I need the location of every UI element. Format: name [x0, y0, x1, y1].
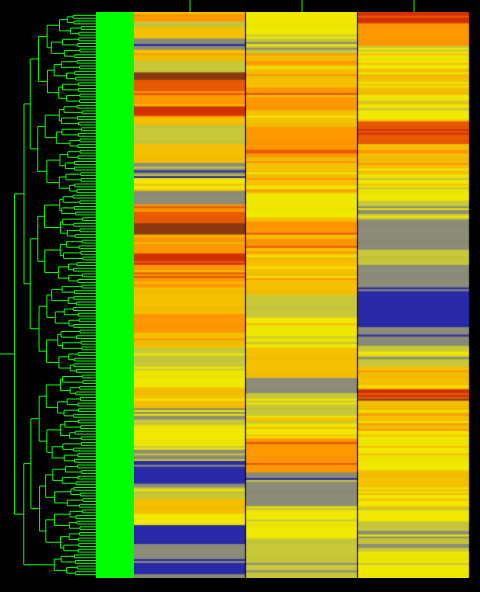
row-dendrogram [0, 14, 96, 576]
heatmap-grid[interactable] [134, 12, 470, 578]
cluster-bar [96, 12, 134, 578]
column-ticks [189, 0, 415, 12]
